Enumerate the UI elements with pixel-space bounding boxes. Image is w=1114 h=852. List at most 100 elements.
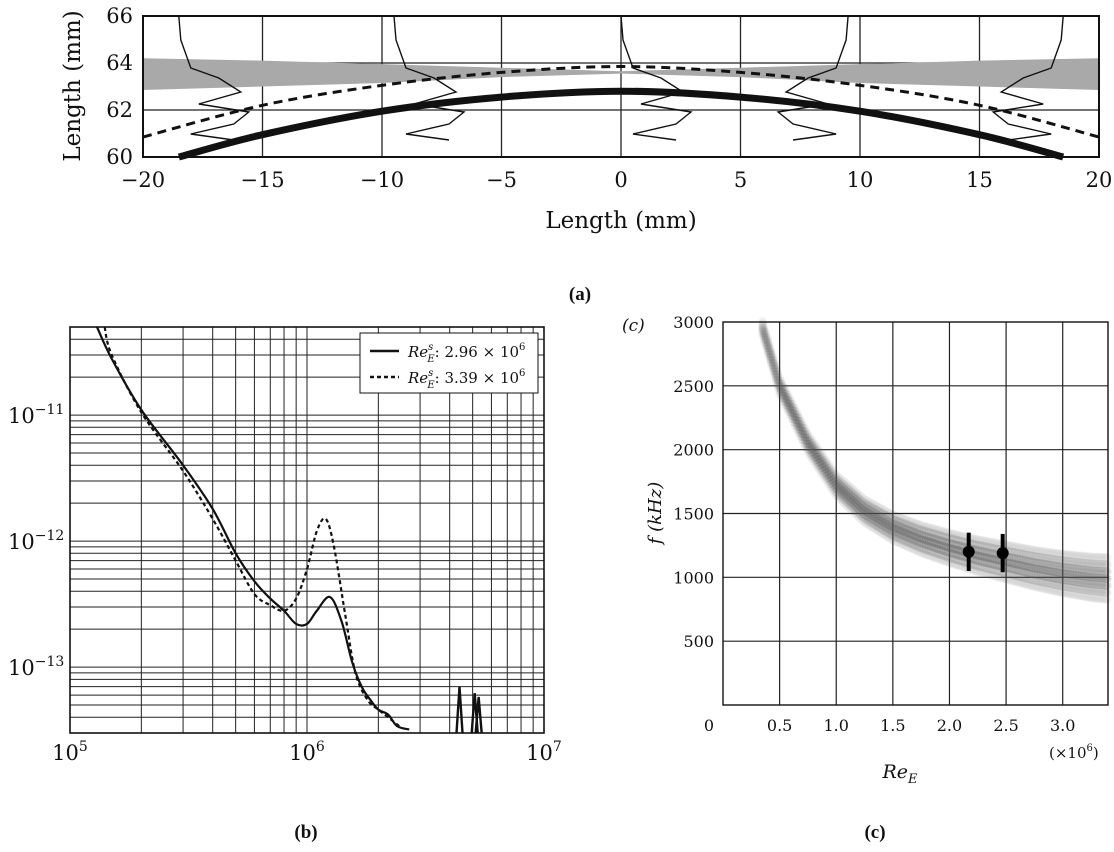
c-band-dot bbox=[1043, 566, 1053, 575]
c-band-dot bbox=[887, 518, 896, 527]
c-band-dot bbox=[777, 382, 786, 391]
c-band-dot bbox=[1048, 580, 1058, 589]
c-band-dot bbox=[918, 549, 927, 558]
c-band-dot bbox=[758, 329, 767, 338]
c-band-dot bbox=[1042, 578, 1051, 588]
c-band-dot bbox=[795, 423, 805, 432]
c-band-dot bbox=[907, 517, 917, 526]
c-band-dot bbox=[890, 511, 900, 520]
c-band-dot bbox=[824, 470, 834, 479]
c-band-dot bbox=[879, 530, 888, 539]
c-band-dot bbox=[790, 418, 800, 427]
c-band-dot bbox=[992, 555, 1002, 565]
c-band-dot bbox=[831, 483, 840, 493]
c-band-dot bbox=[1074, 564, 1083, 574]
c-band-dot bbox=[780, 392, 789, 401]
c-band-dot bbox=[768, 358, 777, 368]
c-band-dot bbox=[1096, 552, 1105, 562]
c-band-dot bbox=[812, 452, 822, 461]
c-band-dot bbox=[817, 453, 827, 462]
c-band-dot bbox=[838, 494, 847, 503]
c-band-dot bbox=[901, 528, 910, 537]
c-band-dot bbox=[991, 566, 1000, 575]
c-band-dot bbox=[972, 561, 981, 571]
b-y-tick-label: 10−11 bbox=[8, 402, 64, 428]
c-band-dot bbox=[1094, 573, 1104, 583]
c-band-dot bbox=[916, 548, 925, 557]
c-band-dot bbox=[1014, 543, 1024, 552]
c-band-dot bbox=[763, 349, 772, 358]
c-band-dot bbox=[907, 540, 917, 549]
c-band-dot bbox=[1031, 570, 1041, 580]
c-band-dot bbox=[952, 550, 961, 560]
c-band-dot bbox=[1033, 583, 1043, 592]
c-band-dot bbox=[1067, 570, 1077, 579]
c-band-dot bbox=[761, 338, 771, 347]
c-band-dot bbox=[902, 533, 912, 542]
c-band-dot bbox=[807, 441, 817, 451]
c-band-dot bbox=[766, 344, 776, 354]
c-band-dot bbox=[1048, 586, 1058, 596]
c-band-dot bbox=[1087, 552, 1097, 561]
c-band-dot bbox=[1050, 548, 1060, 558]
c-band-dot bbox=[811, 459, 820, 469]
c-band-dot bbox=[879, 509, 888, 518]
c-band-dot bbox=[935, 530, 944, 540]
c-band-dot bbox=[1018, 549, 1027, 558]
c-band-dot bbox=[979, 558, 988, 567]
c-band-dot bbox=[916, 525, 925, 534]
c-band-dot bbox=[907, 526, 917, 535]
c-band-dot bbox=[1093, 594, 1102, 603]
c-band-dot bbox=[826, 483, 835, 492]
c-band-dot bbox=[1050, 580, 1060, 590]
c-band-dot bbox=[918, 535, 927, 544]
c-band-dot bbox=[945, 558, 954, 568]
c-band-dot bbox=[935, 555, 944, 564]
c-band-dot bbox=[987, 549, 997, 558]
c-band-dot bbox=[1077, 565, 1087, 574]
c-band-dot bbox=[778, 385, 788, 395]
c-band-dot bbox=[811, 446, 820, 456]
c-band-dot bbox=[928, 552, 937, 562]
c-band-dot bbox=[1004, 541, 1014, 550]
c-band-dot bbox=[938, 546, 947, 555]
c-x-tick-label: 2.5 bbox=[993, 716, 1018, 735]
c-band-dot bbox=[856, 496, 866, 505]
c-band-dot bbox=[1019, 579, 1029, 589]
a-profile-curve bbox=[776, 15, 849, 141]
c-band-dot bbox=[777, 376, 786, 386]
c-band-dot bbox=[775, 387, 784, 396]
c-band-dot bbox=[947, 534, 956, 543]
c-band-dot bbox=[804, 430, 813, 439]
c-band-dot bbox=[885, 530, 895, 539]
c-band-dot bbox=[792, 413, 801, 422]
c-band-dot bbox=[778, 391, 788, 400]
c-band-dot bbox=[975, 562, 985, 572]
c-band-dot bbox=[789, 403, 798, 412]
c-band-dot bbox=[1067, 577, 1077, 586]
c-band-dot bbox=[809, 437, 818, 447]
c-band-dot bbox=[958, 563, 968, 572]
c-band-dot bbox=[823, 474, 832, 483]
c-band-dot bbox=[865, 517, 874, 527]
c-band-dot bbox=[928, 538, 937, 547]
c-band-dot bbox=[1013, 542, 1022, 552]
c-band-dot bbox=[873, 526, 883, 536]
c-band-dot bbox=[977, 541, 986, 550]
c-band-dot bbox=[1021, 544, 1031, 553]
c-band-dot bbox=[1048, 573, 1058, 583]
c-band-dot bbox=[999, 574, 1008, 583]
c-band-dot bbox=[1008, 570, 1017, 580]
c-band-dot bbox=[766, 350, 776, 359]
c-band-dot bbox=[800, 430, 810, 439]
a-x-tick-label: −5 bbox=[486, 168, 517, 192]
c-band-dot bbox=[834, 476, 844, 485]
c-band-dot bbox=[863, 500, 873, 510]
c-band-dot bbox=[836, 481, 845, 491]
c-band-dot bbox=[823, 477, 832, 487]
c-band-dot bbox=[1094, 552, 1104, 562]
c-band-dot bbox=[926, 547, 935, 556]
c-band-dot bbox=[924, 537, 934, 546]
b-grid bbox=[70, 326, 544, 733]
c-band-dot bbox=[780, 400, 789, 409]
